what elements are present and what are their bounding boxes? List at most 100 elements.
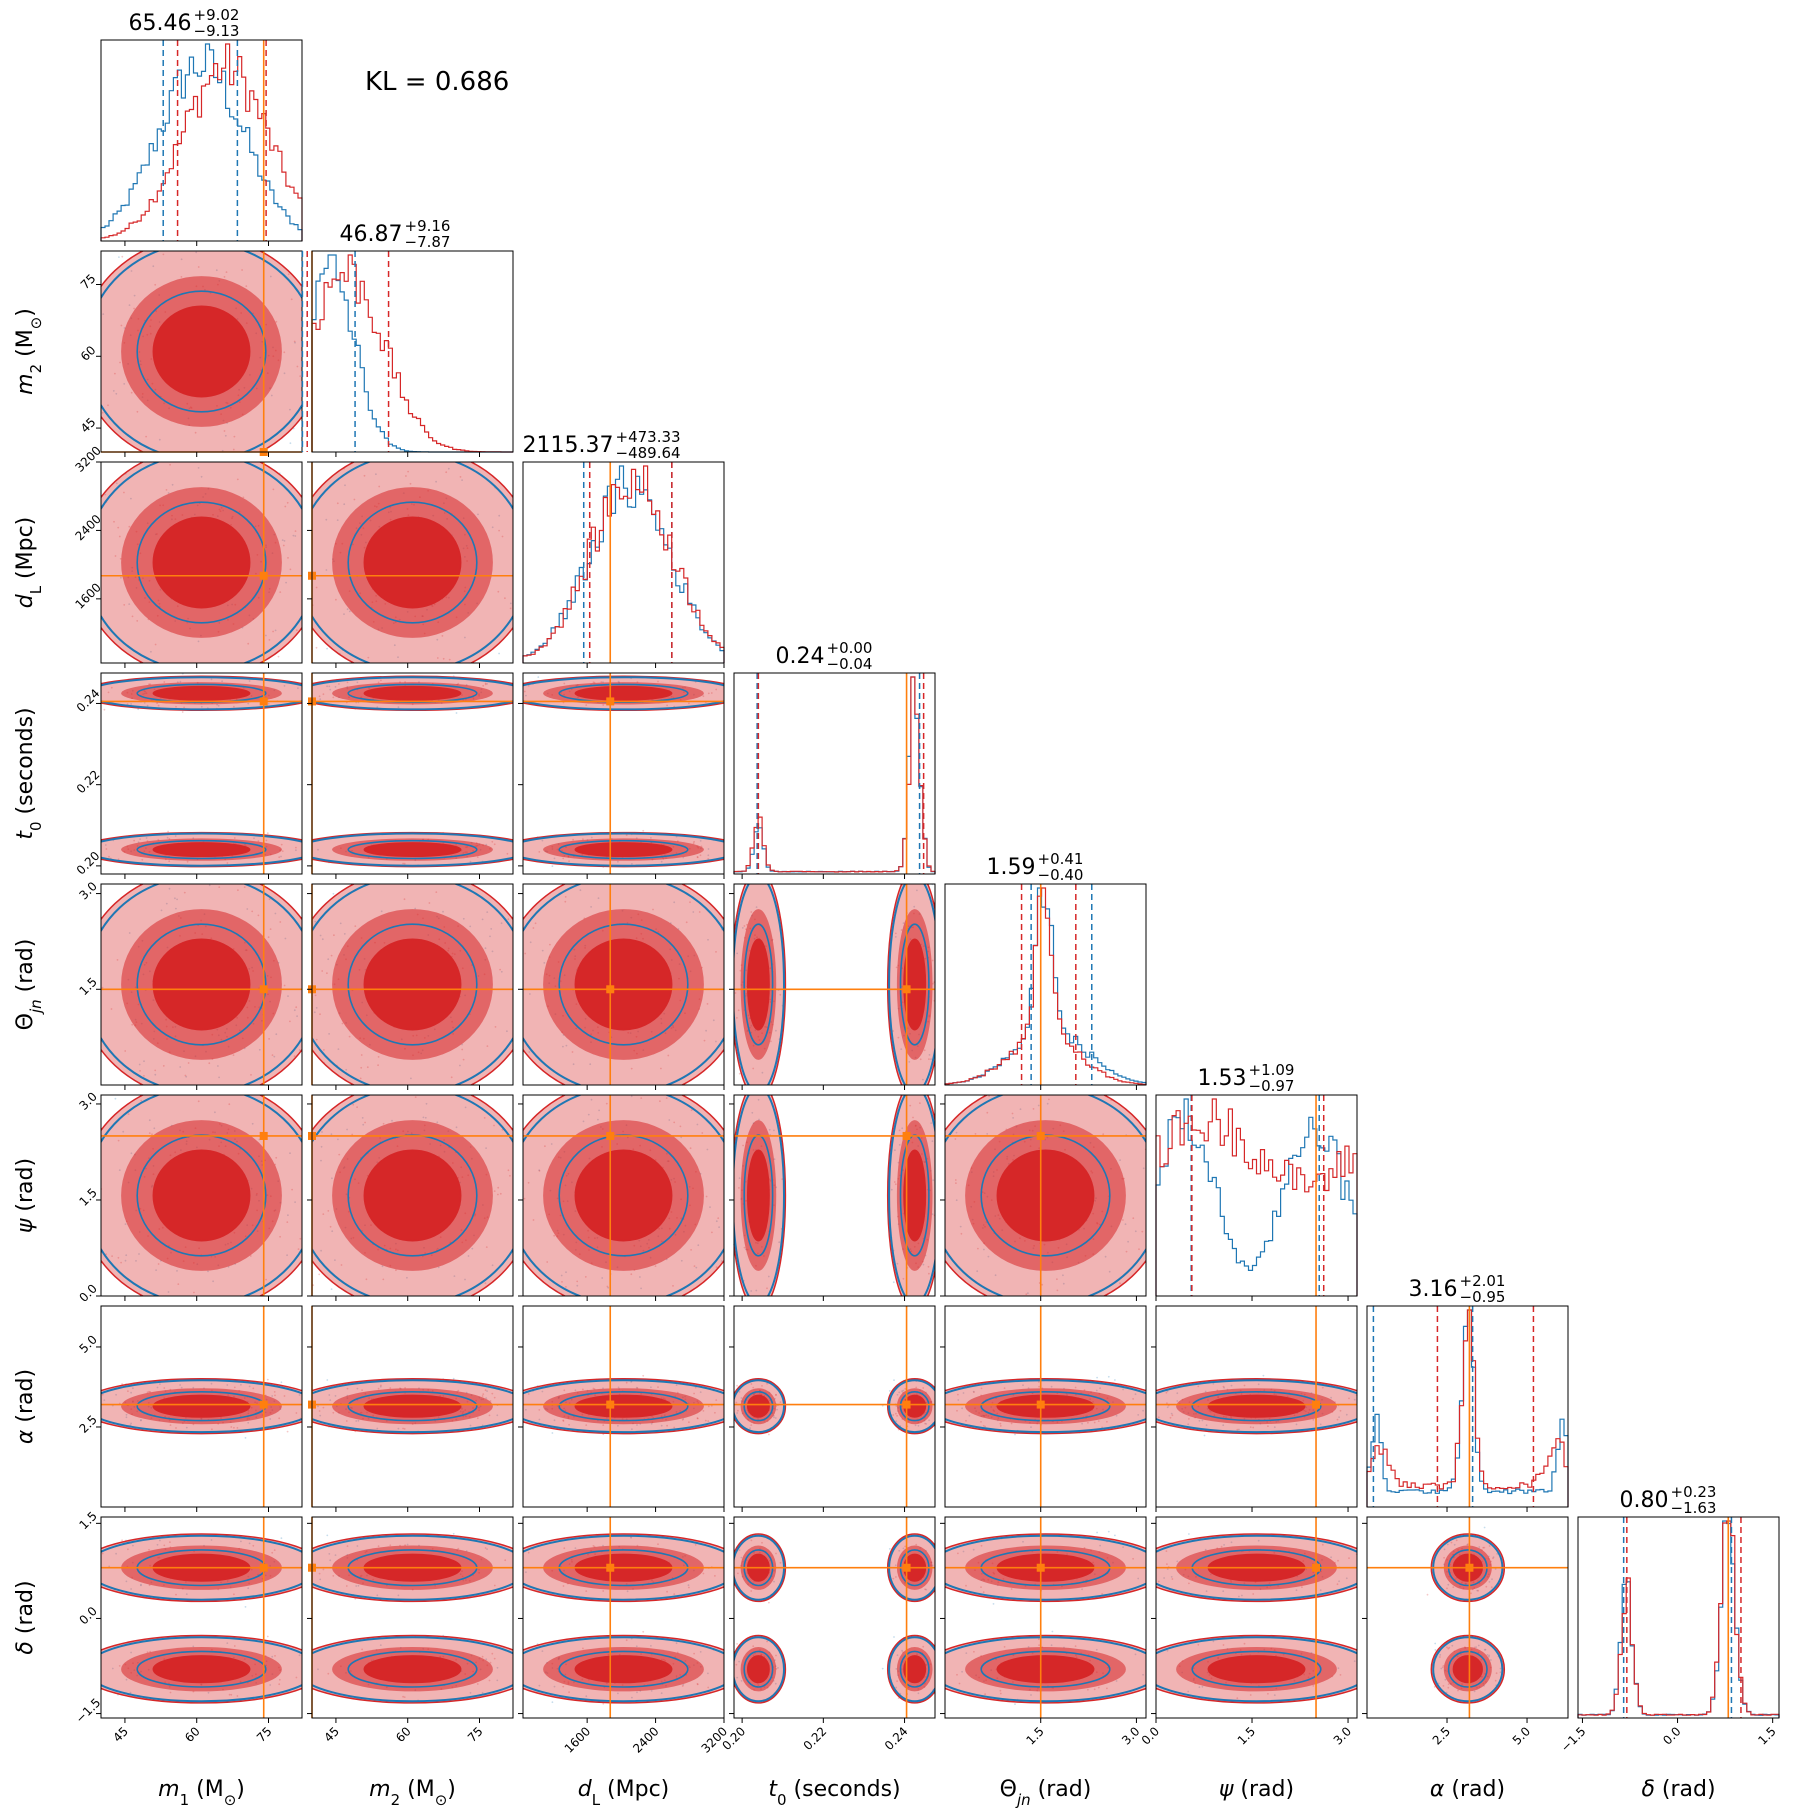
sample-point <box>133 307 136 310</box>
sample-point <box>736 1384 738 1387</box>
sample-point <box>336 519 339 521</box>
sample-point <box>186 860 189 863</box>
param-title-minus-5: −0.97 <box>1249 1077 1295 1095</box>
sample-point <box>397 656 399 659</box>
sample-point <box>378 485 381 488</box>
sample-point <box>330 1288 333 1290</box>
hist-blue-3 <box>733 676 936 874</box>
sample-point <box>167 830 170 833</box>
sample-point <box>154 283 157 286</box>
hist-red-3 <box>733 676 936 874</box>
contour <box>152 1149 251 1242</box>
sample-point <box>223 276 226 278</box>
sample-point <box>150 650 152 653</box>
param-title-5: 1.53 <box>1198 1066 1247 1091</box>
sample-point <box>167 492 170 494</box>
truth-marker <box>902 1400 911 1409</box>
y-tick-label: 0.24 <box>74 686 103 715</box>
sample-point <box>268 639 271 641</box>
sample-point <box>154 643 157 646</box>
sample-point <box>293 340 296 343</box>
contour <box>574 842 673 858</box>
sample-point <box>280 1381 283 1384</box>
sample-point <box>277 655 280 658</box>
sample-point <box>145 435 148 438</box>
contour <box>347 501 478 624</box>
sample-point <box>356 681 359 684</box>
sample-point <box>197 266 200 268</box>
contour <box>152 305 251 398</box>
y-tick-label: 0.0 <box>76 1281 99 1304</box>
sample-point <box>136 410 139 413</box>
sample-point <box>287 273 290 276</box>
sample-point <box>171 483 174 486</box>
sample-point <box>115 482 118 485</box>
sample-point <box>120 576 122 579</box>
param-title-2: 2115.37 <box>523 433 614 458</box>
truth-marker <box>606 1131 615 1140</box>
sample-point <box>244 1437 247 1439</box>
sample-point <box>491 526 494 529</box>
sample-point <box>343 613 345 615</box>
truth-marker <box>259 697 268 706</box>
contour <box>746 1394 770 1418</box>
truth-marker <box>902 1131 911 1140</box>
param-title-3: 0.24 <box>776 644 825 669</box>
sample-point <box>200 705 203 708</box>
panel-frame <box>311 461 514 664</box>
sample-point <box>247 642 250 645</box>
sample-point <box>294 530 297 532</box>
sample-point <box>266 1378 269 1381</box>
y-tick-label: 3.0 <box>76 879 99 902</box>
sample-point <box>380 679 382 682</box>
sample-point <box>104 493 107 496</box>
sample-point <box>105 848 108 850</box>
sample-point <box>1203 1434 1206 1437</box>
sample-point <box>217 704 220 707</box>
sample-point <box>405 475 407 477</box>
sample-point <box>294 535 297 537</box>
sample-point <box>1096 1376 1098 1379</box>
sample-point <box>210 678 213 681</box>
sample-point <box>215 269 218 272</box>
sample-point <box>232 448 235 451</box>
sample-point <box>738 1072 741 1075</box>
contour <box>363 1149 462 1242</box>
y-tick-label: 1600 <box>72 580 103 611</box>
contour <box>746 938 770 1031</box>
sample-point <box>197 640 200 643</box>
truth-marker <box>259 571 268 580</box>
sample-point <box>108 855 110 858</box>
param-title-plus-0: +9.02 <box>194 6 240 24</box>
sample-point <box>464 636 466 639</box>
sample-point <box>146 704 149 707</box>
contour <box>152 1394 251 1418</box>
contour <box>574 1394 673 1418</box>
truth-marker <box>606 985 615 994</box>
sample-point <box>279 591 282 593</box>
sample-point <box>117 526 120 529</box>
sample-point <box>435 480 437 483</box>
sample-point <box>175 705 177 708</box>
sample-point <box>266 832 269 835</box>
sample-point <box>257 840 260 842</box>
sample-point <box>299 375 302 377</box>
hist-red-6 <box>1366 1309 1569 1507</box>
sample-point <box>484 683 487 686</box>
sample-point <box>551 865 554 868</box>
sample-point <box>183 706 186 709</box>
contour <box>574 1149 673 1242</box>
sample-point <box>442 657 445 660</box>
sample-point <box>335 598 337 601</box>
sample-point <box>893 1379 895 1381</box>
truth-marker <box>259 1400 268 1409</box>
contour <box>136 839 267 860</box>
sample-point <box>123 604 126 606</box>
sample-point <box>482 684 485 687</box>
sample-point <box>498 529 500 532</box>
contour <box>152 938 251 1031</box>
sample-point <box>242 496 245 499</box>
sample-point <box>348 610 351 613</box>
